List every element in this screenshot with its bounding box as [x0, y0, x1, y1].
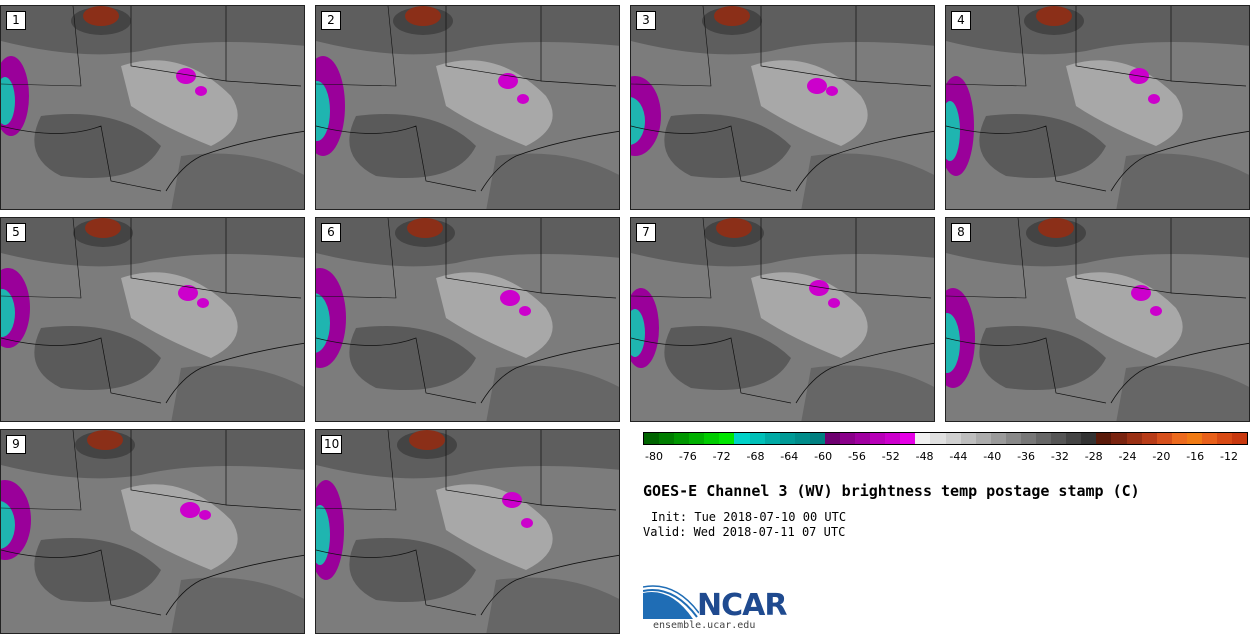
colorbar-cell: [1171, 433, 1187, 444]
panel-number: 9: [6, 435, 26, 454]
forecast-panel: 8: [945, 217, 1250, 422]
colorbar-cell: [1141, 433, 1157, 444]
colorbar-cell: [1156, 433, 1172, 444]
colorbar-cell: [975, 433, 991, 444]
forecast-panel: 3: [630, 5, 935, 210]
colorbar-tick-label: -80: [645, 450, 663, 463]
colorbar-cell: [840, 433, 856, 444]
colorbar-cell: [915, 433, 931, 444]
colorbar-cell: [1081, 433, 1097, 444]
valid-time: Valid: Wed 2018-07-11 07 UTC: [643, 525, 846, 539]
colorbar-cell: [824, 433, 841, 444]
colorbar-cell: [990, 433, 1006, 444]
colorbar-cell: [704, 433, 720, 444]
colorbar-cell: [1036, 433, 1052, 444]
panel-number: 1: [6, 11, 26, 30]
colorbar-cell: [1111, 433, 1127, 444]
colorbar-cell: [1201, 433, 1217, 444]
forecast-panel: 9: [0, 429, 305, 634]
colorbar-tick-label: -52: [881, 450, 900, 463]
init-time: Init: Tue 2018-07-10 00 UTC: [651, 510, 847, 524]
colorbar-tick-label: -44: [949, 450, 968, 463]
colorbar-tick-label: -48: [915, 450, 934, 463]
colorbar-cell: [885, 433, 901, 444]
colorbar-cell: [689, 433, 705, 444]
colorbar-tick-label: -36: [1017, 450, 1036, 463]
panel-number: 10: [321, 435, 343, 454]
colorbar-cell: [719, 433, 735, 444]
colorbar-tick-labels: -80 -76 -72 -68 -64 -60 -56 -52 -48 -44 -40 -36 -32 -…: [643, 450, 1248, 466]
forecast-panel: 1: [0, 5, 305, 210]
panel-number: 3: [636, 11, 656, 30]
colorbar-cell: [764, 433, 780, 444]
colorbar-tick-label: -20: [1152, 450, 1171, 463]
colorbar-tick-label: -68: [746, 450, 765, 463]
colorbar-cell: [930, 433, 946, 444]
water-vapor-map: [1, 6, 304, 209]
site-url: ensemble.ucar.edu: [653, 620, 756, 631]
ncar-logo-icon: [642, 579, 793, 621]
colorbar-tick-label: -76: [678, 450, 697, 463]
ncar-logo-text: NCAR: [697, 588, 787, 623]
colorbar-tick-label: -16: [1186, 450, 1205, 463]
colorbar-tick-label: -28: [1084, 450, 1103, 463]
colorbar-cell: [1051, 433, 1067, 444]
colorbar-tick-label: -72: [712, 450, 731, 463]
colorbar-tick-label: -60: [814, 450, 833, 463]
colorbar-cell: [1186, 433, 1202, 444]
colorbar-tick-label: -40: [983, 450, 1002, 463]
colorbar-cell: [644, 433, 660, 444]
colorbar-cell: [960, 433, 976, 444]
colorbar-tick-label: -64: [780, 450, 799, 463]
colorbar-cell: [1020, 433, 1037, 444]
colorbar-cell: [1096, 433, 1112, 444]
colorbar-cell: [870, 433, 886, 444]
colorbar-cell: [779, 433, 795, 444]
colorbar-tick-label: -24: [1118, 450, 1137, 463]
panel-number: 2: [321, 11, 341, 30]
water-vapor-map: [946, 6, 1249, 209]
water-vapor-map: [316, 430, 619, 633]
colorbar-cell: [659, 433, 675, 444]
panel-number: 6: [321, 223, 341, 242]
colorbar-cell: [734, 433, 750, 444]
water-vapor-map: [946, 218, 1249, 421]
panel-number: 8: [951, 223, 971, 242]
colorbar-cell: [749, 433, 765, 444]
water-vapor-map: [631, 6, 934, 209]
panel-number: 7: [636, 223, 656, 242]
colorbar-cell: [945, 433, 961, 444]
water-vapor-map: [316, 218, 619, 421]
colorbar-cell: [1126, 433, 1142, 444]
colorbar-cell: [809, 433, 825, 444]
colorbar: [643, 432, 1248, 445]
water-vapor-map: [631, 218, 934, 421]
forecast-panel: 6: [315, 217, 620, 422]
water-vapor-map: [1, 430, 304, 633]
colorbar-cell: [1005, 433, 1021, 444]
panel-number: 4: [951, 11, 971, 30]
colorbar-cell: [1216, 433, 1233, 444]
forecast-panel: 2: [315, 5, 620, 210]
colorbar-cell: [900, 433, 916, 444]
colorbar-cell: [1232, 433, 1248, 444]
colorbar-cell: [674, 433, 690, 444]
colorbar-cell: [855, 433, 871, 444]
water-vapor-map: [316, 6, 619, 209]
page-title: GOES-E Channel 3 (WV) brightness temp po…: [643, 482, 1140, 500]
colorbar-tick-label: -12: [1220, 450, 1238, 463]
colorbar-tick-label: -32: [1050, 450, 1069, 463]
colorbar-cell: [1066, 433, 1082, 444]
water-vapor-map: [1, 218, 304, 421]
forecast-panel: 10: [315, 429, 620, 634]
colorbar-cell: [794, 433, 810, 444]
forecast-panel: 4: [945, 5, 1250, 210]
forecast-panel: 7: [630, 217, 935, 422]
forecast-panel: 5: [0, 217, 305, 422]
panel-number: 5: [6, 223, 26, 242]
colorbar-tick-label: -56: [847, 450, 866, 463]
